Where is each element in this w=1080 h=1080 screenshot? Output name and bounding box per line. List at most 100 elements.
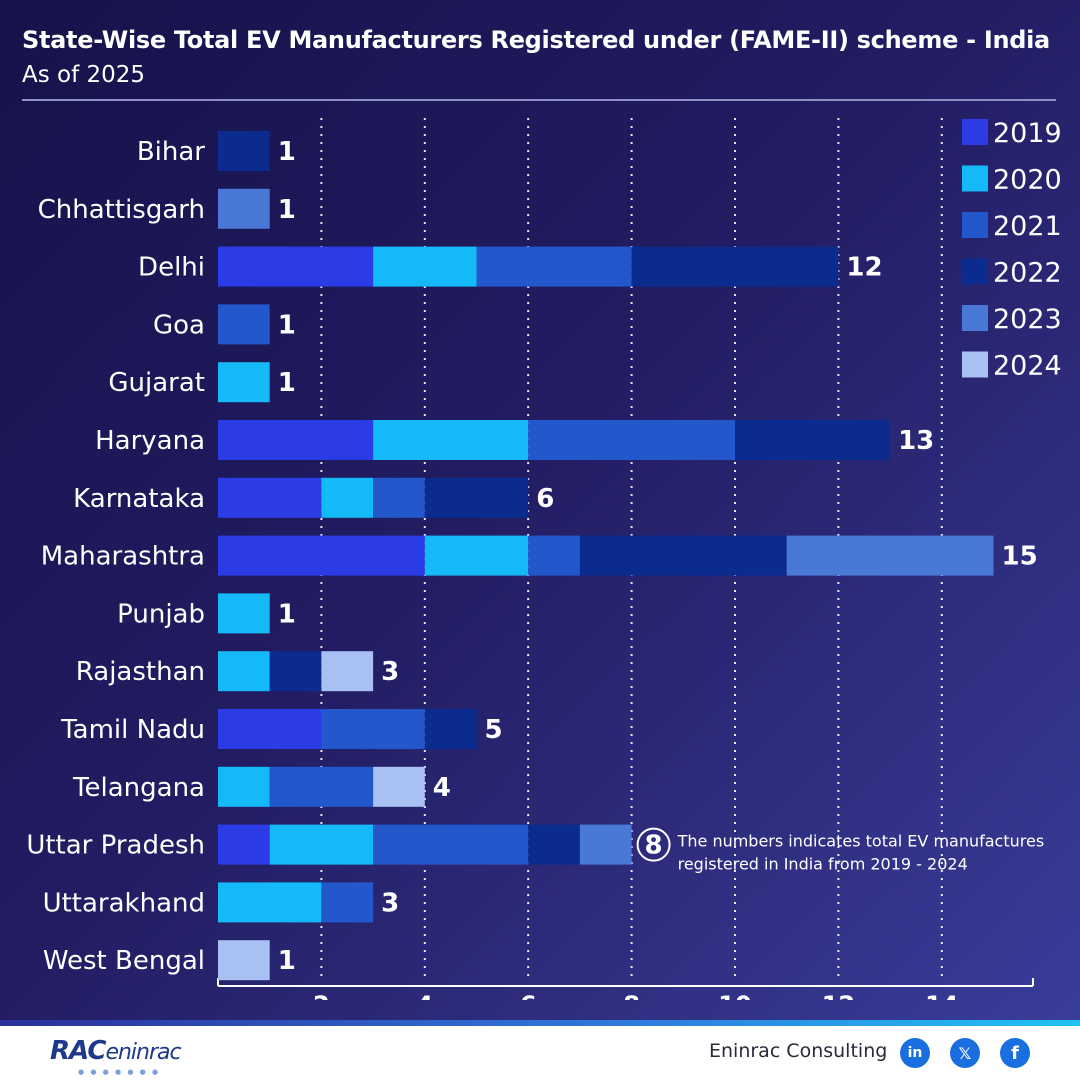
legend-label: 2024 <box>993 351 1062 382</box>
bar-segment <box>321 709 425 749</box>
total-label: 15 <box>1002 542 1038 572</box>
company-name: Eninrac Consulting <box>709 1040 888 1062</box>
bar-segment <box>631 246 839 287</box>
bar-segment <box>218 420 374 460</box>
bar-segment <box>424 535 529 576</box>
total-label: 5 <box>485 715 503 745</box>
total-label: 6 <box>536 484 554 514</box>
category-label: Maharashtra <box>41 542 205 572</box>
bar-segment <box>269 766 374 807</box>
category-label: Uttar Pradesh <box>26 831 205 861</box>
legend-swatch <box>962 258 988 285</box>
bar-segment <box>321 882 374 923</box>
category-label: West Bengal <box>43 946 205 976</box>
bar-segment <box>218 304 270 345</box>
bar-segment <box>373 766 425 807</box>
total-circle <box>636 827 671 862</box>
bar-segment <box>424 709 477 749</box>
legend-label: 2022 <box>993 258 1062 289</box>
category-label: Tamil Nadu <box>60 715 205 745</box>
total-label: 8 <box>645 831 663 861</box>
legend-label: 2020 <box>993 165 1062 196</box>
bar-segment <box>218 188 270 229</box>
legend-swatch <box>962 351 988 378</box>
category-label: Karnataka <box>73 484 205 514</box>
bar-segment <box>218 593 270 634</box>
bar-segment <box>528 420 735 460</box>
bar-segment <box>321 651 374 692</box>
bar-segment <box>476 246 632 287</box>
category-label: Gujarat <box>108 368 205 398</box>
x-tick-label: 12 <box>822 991 855 1000</box>
bar-segment <box>269 824 374 865</box>
bar-segment <box>218 246 374 287</box>
total-label: 3 <box>381 657 399 687</box>
annotation-text: registered in India from 2019 - 2024 <box>678 855 968 874</box>
eninrac-logo: RACeninrac ● ● ● ● ● ● ● <box>50 1036 182 1076</box>
legend-swatch <box>962 165 988 192</box>
legend-swatch <box>962 119 988 145</box>
footer-stripe <box>0 1020 1080 1026</box>
bar-segment <box>424 477 529 518</box>
legend-label: 2021 <box>993 211 1062 242</box>
bar-segment <box>218 651 270 692</box>
bar-segment <box>528 824 580 865</box>
bar-segment <box>579 824 632 865</box>
bar-segment <box>579 535 787 576</box>
linkedin-icon[interactable]: in <box>900 1038 930 1068</box>
bar-segment <box>373 420 529 460</box>
bar-segment <box>735 420 891 460</box>
bar-segment <box>218 709 322 749</box>
bar-segment <box>269 651 322 692</box>
bar-segment <box>218 131 270 171</box>
chart-title: State-Wise Total EV Manufacturers Regist… <box>22 26 1050 54</box>
category-label: Bihar <box>137 137 205 167</box>
total-label: 3 <box>381 888 399 918</box>
x-tick-label: 8 <box>623 991 640 1000</box>
annotation-text: The numbers indicates total EV manufactu… <box>677 832 1045 851</box>
category-label: Chhattisgarh <box>38 195 205 225</box>
legend-swatch <box>962 212 988 238</box>
bar-segment <box>218 882 322 923</box>
x-tick-label: 14 <box>925 991 958 1000</box>
title-divider <box>22 99 1056 101</box>
legend-label: 2019 <box>993 118 1062 149</box>
facebook-icon[interactable]: f <box>1000 1038 1030 1068</box>
bar-segment <box>218 940 270 981</box>
bar-segment <box>373 477 425 518</box>
x-tick-label: 10 <box>718 991 751 1000</box>
total-label: 1 <box>278 137 296 167</box>
category-label: Uttarakhand <box>43 888 205 918</box>
total-label: 1 <box>278 599 296 629</box>
category-label: Rajasthan <box>76 657 205 687</box>
legend-swatch <box>962 305 988 331</box>
chart-subtitle: As of 2025 <box>22 62 146 88</box>
total-label: 12 <box>846 253 882 283</box>
bar-segment <box>218 766 270 807</box>
total-label: 1 <box>278 195 296 225</box>
x-tick-label: 4 <box>416 991 433 1000</box>
category-label: Telangana <box>72 773 205 803</box>
bar-segment <box>218 824 270 865</box>
category-label: Punjab <box>117 599 205 629</box>
bar-segment <box>786 535 994 576</box>
bar-segment <box>528 535 580 576</box>
total-label: 13 <box>898 426 934 456</box>
total-label: 1 <box>278 368 296 398</box>
x-tick-label: 6 <box>520 991 537 1000</box>
stacked-bar-chart: 2468101214Bihar1Chhattisgarh1Delhi12Goa1… <box>26 118 1062 1000</box>
category-label: Haryana <box>95 426 205 456</box>
category-label: Goa <box>153 310 205 340</box>
category-label: Delhi <box>138 253 205 283</box>
bar-segment <box>373 824 529 865</box>
total-label: 1 <box>278 946 296 976</box>
total-label: 1 <box>278 310 296 340</box>
footer: RACeninrac ● ● ● ● ● ● ● Eninrac Consult… <box>0 1026 1080 1080</box>
bar-segment <box>218 535 425 576</box>
bar-segment <box>218 362 270 403</box>
bar-segment <box>218 477 322 518</box>
legend-label: 2023 <box>993 304 1062 335</box>
x-icon[interactable]: 𝕏 <box>950 1038 980 1068</box>
x-tick-label: 2 <box>313 991 330 1000</box>
total-label: 4 <box>433 773 451 803</box>
